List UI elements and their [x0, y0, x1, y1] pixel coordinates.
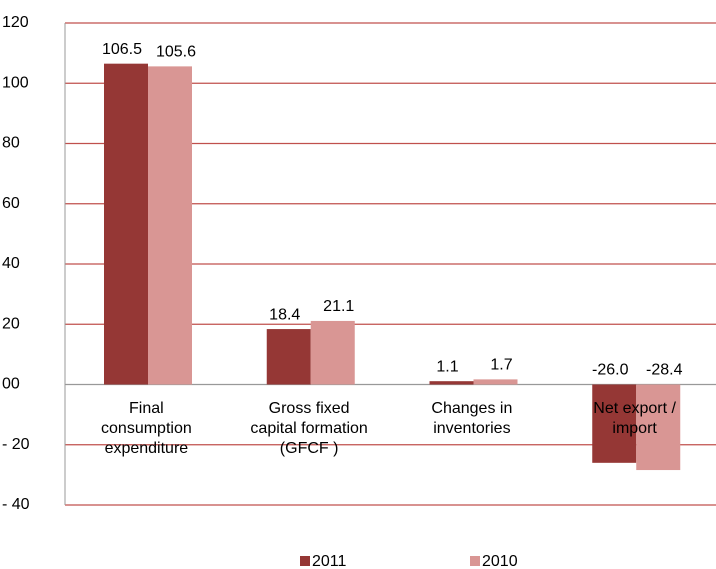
- bar: [148, 66, 192, 385]
- x-tick-label-box: Final consumption expenditure: [101, 399, 192, 457]
- data-label: 1.7: [490, 357, 512, 374]
- x-tick-label-box: Gross fixed capital formation (GFCF ): [250, 399, 368, 457]
- y-tick-label: 40: [2, 255, 20, 272]
- data-label: 18.4: [269, 306, 300, 323]
- y-tick-label: - 40: [2, 496, 30, 513]
- y-tick-label: - 20: [2, 436, 30, 453]
- y-tick-label: 100: [2, 74, 29, 91]
- x-tick-label: Changes in inventories: [431, 399, 513, 437]
- data-label: 21.1: [323, 298, 354, 315]
- legend-label: 2010: [482, 553, 518, 569]
- data-label: 106.5: [102, 41, 142, 58]
- y-tick-label: 60: [2, 195, 20, 212]
- data-label: -28.4: [646, 362, 683, 379]
- bar: [104, 63, 148, 385]
- legend-label: 2011: [312, 553, 347, 569]
- x-tick-label-box: Net export / import: [593, 399, 676, 437]
- data-label: -26.0: [592, 362, 629, 379]
- x-tick-label: Final consumption expenditure: [101, 399, 192, 457]
- bar: [473, 379, 518, 385]
- legend-swatch: [470, 556, 480, 566]
- y-tick-label: 120: [2, 14, 29, 31]
- bar: [266, 329, 311, 385]
- y-tick-label: 20: [2, 315, 20, 332]
- data-label: 105.6: [156, 44, 196, 61]
- y-tick-label: 00: [2, 376, 20, 393]
- bar: [592, 384, 637, 463]
- data-label: 1.1: [436, 358, 458, 375]
- bar: [310, 320, 355, 385]
- x-tick-label: Gross fixed capital formation (GFCF ): [250, 399, 368, 457]
- x-tick-label: Net export / import: [593, 399, 676, 437]
- bar: [636, 384, 681, 471]
- bar: [429, 381, 474, 385]
- y-tick-label: 80: [2, 135, 20, 152]
- legend-swatch: [300, 556, 310, 566]
- x-tick-label-box: Changes in inventories: [431, 399, 513, 437]
